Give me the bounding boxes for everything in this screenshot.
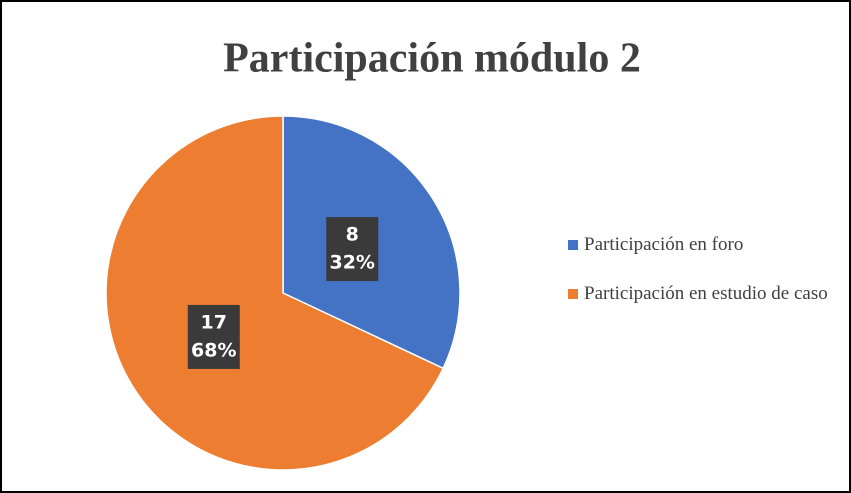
pie-slice <box>105 115 445 471</box>
chart-title: Participación módulo 2 <box>223 36 641 82</box>
data-label: 32% <box>329 252 374 274</box>
legend: Participación en foro Participación en es… <box>568 232 843 330</box>
legend-swatch <box>568 289 578 299</box>
legend-item: Participación en foro <box>568 232 843 257</box>
data-label: 8 <box>346 224 359 246</box>
data-label: 17 <box>201 311 227 333</box>
legend-item: Participación en estudio de caso <box>568 281 843 306</box>
legend-swatch <box>568 240 578 250</box>
data-label-box <box>326 217 379 282</box>
legend-label: Participación en foro <box>584 234 744 255</box>
legend-label: Participación en estudio de caso <box>584 283 828 304</box>
data-label-box <box>187 304 240 369</box>
data-label: 68% <box>191 339 236 361</box>
